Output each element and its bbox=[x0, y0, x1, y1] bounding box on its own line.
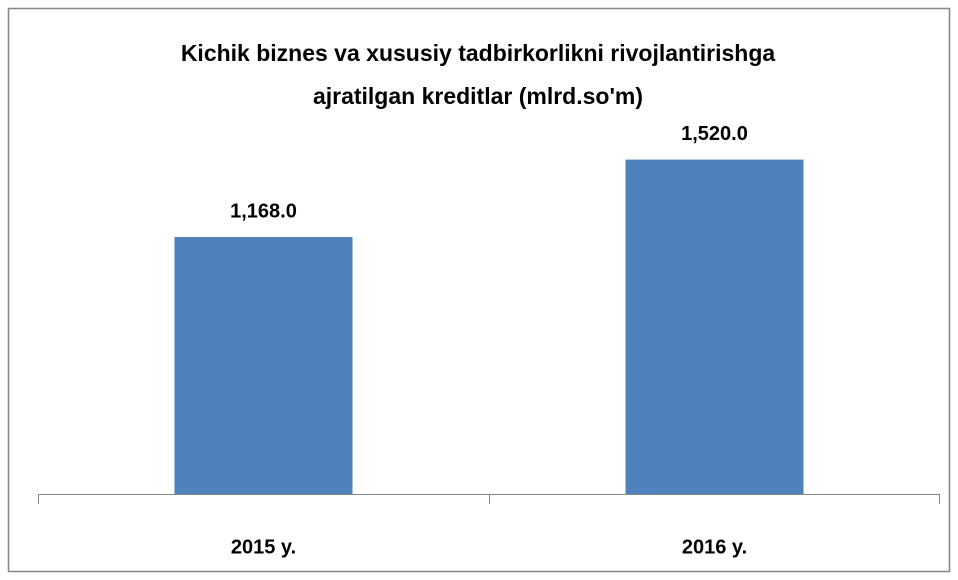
chart-title: ajratilgan kreditlar (mlrd.so'm) bbox=[313, 83, 643, 109]
x-tick-label: 2015 y. bbox=[231, 536, 296, 558]
data-label: 1,168.0 bbox=[230, 200, 297, 222]
x-tick-label: 2016 y. bbox=[682, 536, 747, 558]
bar bbox=[625, 159, 804, 494]
data-label: 1,520.0 bbox=[681, 123, 748, 145]
bar bbox=[174, 237, 353, 495]
chart-title: Kichik biznes va xususiy tadbirkorlikni … bbox=[181, 40, 776, 66]
